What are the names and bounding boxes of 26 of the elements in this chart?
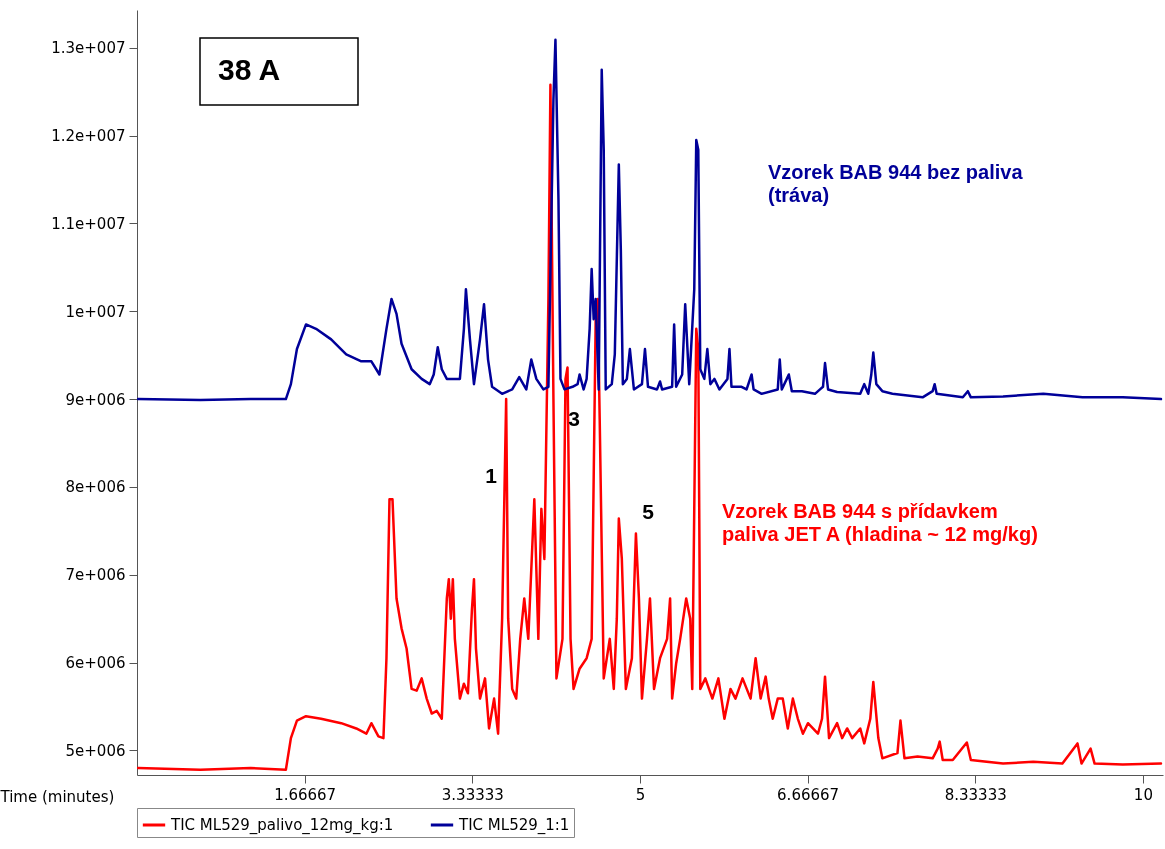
y-tick-label: 1.3e+007 xyxy=(51,39,126,58)
y-tick-label: 1e+007 xyxy=(65,302,126,321)
y-tick-label: 1.2e+007 xyxy=(51,127,126,146)
x-axis-title: Time (minutes) xyxy=(0,787,115,806)
x-tick-label: 6.66667 xyxy=(777,785,840,804)
line-series xyxy=(137,38,1163,402)
annotation: Vzorek BAB 944 bez paliva (tráva) xyxy=(768,161,1024,206)
legend-label: TIC ML529_1:1 xyxy=(458,816,570,835)
annotation: 38 A xyxy=(218,53,281,86)
x-tick-label: 5 xyxy=(635,785,646,804)
annotation: 3 xyxy=(568,407,580,430)
y-tick-label: 1.1e+007 xyxy=(51,214,126,233)
y-tick-label: 6e+006 xyxy=(65,654,126,673)
y-tick-label: 7e+006 xyxy=(65,566,126,585)
line-series xyxy=(137,83,1163,771)
x-tick-label: 10 xyxy=(1133,785,1153,804)
y-tick-label: 5e+006 xyxy=(65,741,126,760)
y-tick-label: 9e+006 xyxy=(65,390,126,409)
annotation: Vzorek BAB 944 s přídavkem paliva JET A (hladina ~ 12 mg/kg) xyxy=(722,500,1038,545)
annotation: 5 xyxy=(642,500,655,523)
legend-label: TIC ML529_palivo_12mg_kg:1 xyxy=(170,816,394,835)
x-tick-label: 3.33333 xyxy=(441,785,504,804)
y-tick-label: 8e+006 xyxy=(65,478,126,497)
annotation: 1 xyxy=(485,464,498,487)
x-tick-label: 8.33333 xyxy=(944,785,1007,804)
x-tick-label: 1.66667 xyxy=(274,785,337,804)
